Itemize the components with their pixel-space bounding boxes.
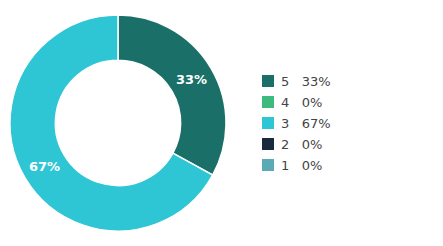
legend: 5 33% 4 0% 3 67% 2 0% 1 0% bbox=[262, 74, 331, 173]
slice-label: 33% bbox=[176, 72, 207, 87]
slice-labels: 33% 67% bbox=[29, 72, 207, 174]
legend-label: 3 67% bbox=[281, 116, 331, 131]
legend-swatch bbox=[262, 75, 274, 87]
legend-label: 1 0% bbox=[281, 158, 322, 173]
slice bbox=[10, 15, 213, 231]
slice bbox=[118, 15, 226, 175]
legend-swatch bbox=[262, 117, 274, 129]
slice-label: 67% bbox=[29, 159, 60, 174]
legend-swatch bbox=[262, 138, 274, 150]
legend-label: 4 0% bbox=[281, 95, 322, 110]
legend-label: 2 0% bbox=[281, 137, 322, 152]
chart: 33% 67% 5 33% 4 0% 3 67% 2 0% 1 0% bbox=[0, 0, 443, 246]
legend-label: 5 33% bbox=[281, 74, 331, 89]
legend-swatch bbox=[262, 159, 274, 171]
legend-swatch bbox=[262, 96, 274, 108]
chart-container: 33% 67% 5 33% 4 0% 3 67% 2 0% 1 0% bbox=[0, 0, 443, 246]
slices bbox=[10, 15, 226, 231]
